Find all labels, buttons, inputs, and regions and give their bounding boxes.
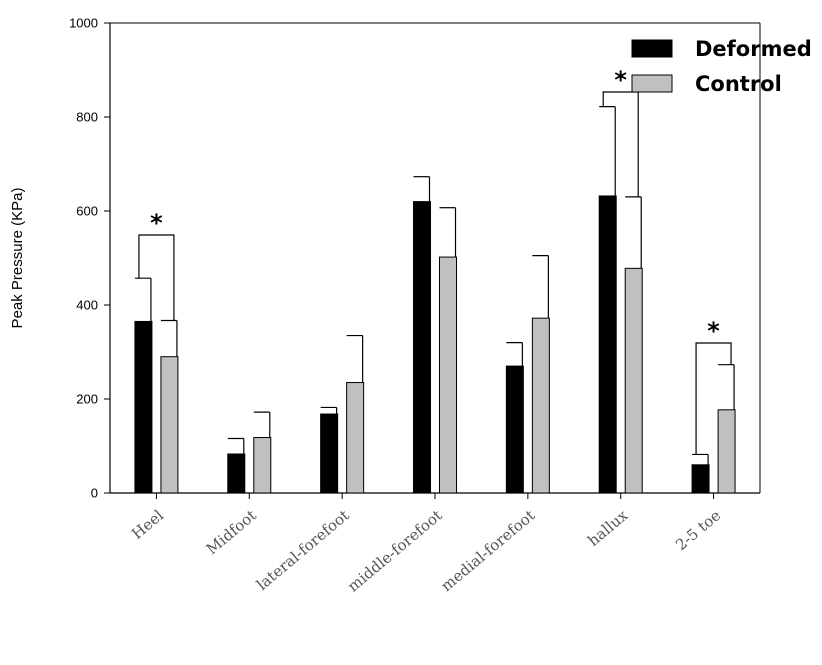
- legend-swatch: [631, 39, 673, 58]
- y-tick-label: 600: [76, 204, 98, 219]
- x-category-label: Heel: [128, 506, 167, 543]
- y-tick-label: 0: [91, 486, 98, 501]
- x-category-label: medial-forefoot: [438, 506, 539, 595]
- significance-bracket: [138, 234, 175, 321]
- x-category-label: hallux: [584, 506, 631, 550]
- x-category-label: lateral-forefoot: [253, 506, 353, 594]
- bar: [439, 256, 457, 494]
- legend-label: Deformed: [695, 37, 812, 61]
- bar: [717, 409, 736, 494]
- y-tick-label: 200: [76, 392, 98, 407]
- bar: [531, 317, 550, 494]
- y-tick-label: 800: [76, 110, 98, 125]
- error-bars: [134, 106, 735, 465]
- bar: [598, 195, 617, 494]
- significance-star: *: [150, 209, 163, 237]
- bar: [505, 365, 524, 494]
- legend: Deformed Control: [631, 37, 812, 96]
- bar: [160, 356, 179, 494]
- bars: [134, 195, 736, 494]
- bar: [320, 413, 339, 494]
- significance-star: *: [707, 317, 720, 345]
- x-category-label: 2-5 toe: [672, 506, 724, 554]
- x-tick-labels: Heel Midfootlateral-forefootmiddle-forefo…: [128, 506, 724, 595]
- significance-bracket: [695, 342, 732, 455]
- bar: [691, 464, 710, 494]
- bar: [134, 320, 153, 494]
- x-category-label: Midfoot: [203, 506, 260, 558]
- bar: [624, 267, 643, 494]
- legend-swatch: [631, 74, 673, 93]
- legend-label: Control: [695, 72, 782, 96]
- y-axis-label: Peak Pressure (KPa): [9, 188, 26, 329]
- axes: 0 200 400 600 800 1000: [69, 16, 761, 501]
- significance-bracket: [602, 91, 639, 197]
- significance-markers: * * *: [138, 66, 732, 455]
- x-category-label: middle-forefoot: [344, 506, 445, 595]
- bar: [413, 201, 431, 494]
- bar: [253, 437, 272, 494]
- bar: [227, 453, 246, 494]
- y-tick-label: 1000: [69, 16, 98, 31]
- y-tick-label: 400: [76, 298, 98, 313]
- significance-star: *: [614, 66, 627, 94]
- bar: [346, 382, 365, 494]
